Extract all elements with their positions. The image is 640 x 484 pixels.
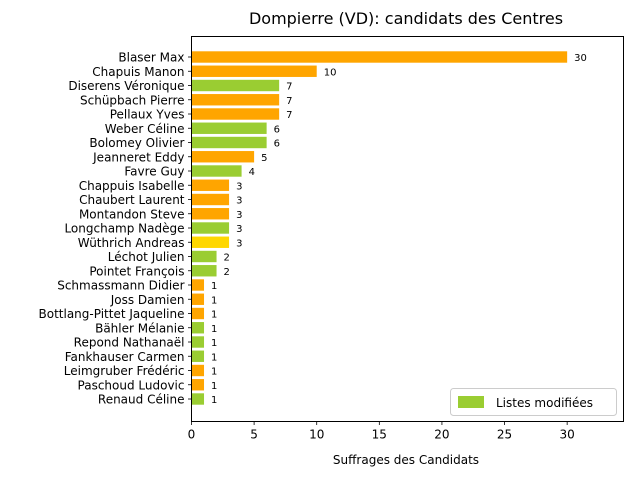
category-label: Léchot Julien [108, 250, 185, 264]
value-label: 5 [261, 153, 267, 164]
bar [191, 279, 205, 291]
value-label: 3 [236, 238, 242, 249]
bar [191, 222, 230, 234]
value-label: 4 [249, 167, 255, 178]
value-label: 2 [224, 267, 230, 278]
chart-title: Dompierre (VD): candidats des Centres [249, 9, 563, 28]
category-label: Jeanneret Eddy [92, 150, 184, 164]
value-label: 2 [224, 253, 230, 264]
value-label: 3 [236, 210, 242, 221]
category-label: Bähler Mélanie [95, 321, 184, 335]
x-tick-label: 25 [497, 428, 512, 442]
category-label: Bolomey Olivier [89, 136, 184, 150]
bar [191, 193, 230, 206]
value-label: 6 [274, 124, 280, 135]
category-label: Bottlang-Pittet Jaqueline [39, 307, 185, 321]
value-label: 1 [211, 381, 217, 392]
bar [191, 136, 267, 149]
category-label: Leimgruber Frédéric [64, 364, 185, 378]
category-label: Paschoud Ludovic [78, 378, 185, 392]
bar [191, 79, 280, 92]
x-tick-label: 20 [434, 428, 449, 442]
value-label: 1 [211, 367, 217, 378]
bar [191, 293, 205, 305]
category-label: Pointet François [89, 264, 184, 278]
category-label: Blaser Max [118, 51, 184, 65]
value-label: 10 [324, 67, 337, 78]
value-label: 1 [211, 338, 217, 349]
value-label: 1 [211, 352, 217, 363]
bar [191, 250, 217, 263]
category-label: Fankhauser Carmen [65, 350, 185, 364]
value-label: 1 [211, 324, 217, 335]
category-label: Wüthrich Andreas [78, 236, 185, 250]
bar [191, 65, 317, 77]
value-label: 1 [211, 395, 217, 406]
bar [191, 122, 267, 134]
category-label: Joss Damien [110, 293, 185, 307]
legend-label: Listes modifiées [496, 396, 593, 410]
value-label: 1 [211, 281, 217, 292]
category-label: Diserens Véronique [68, 79, 184, 93]
x-tick-label: 30 [560, 428, 575, 442]
bar [191, 151, 255, 163]
value-label: 1 [211, 295, 217, 306]
x-tick-label: 5 [250, 428, 258, 442]
category-label: Schüpbach Pierre [80, 93, 185, 107]
x-axis-group: 0 5 10 15 20 25 30 [188, 421, 575, 442]
value-label: 7 [286, 96, 292, 107]
value-label: 3 [236, 181, 242, 192]
legend: Listes modifiées [450, 388, 617, 416]
bar [191, 307, 205, 320]
legend-swatch [458, 396, 484, 408]
x-axis-label: Suffrages des Candidats [333, 453, 479, 467]
value-label: 3 [236, 224, 242, 235]
value-label: 7 [286, 82, 292, 93]
bar [191, 208, 230, 220]
value-label: 1 [211, 310, 217, 321]
bar [191, 108, 280, 120]
value-label: 30 [574, 53, 587, 64]
plot-frame [191, 36, 624, 422]
bar [191, 393, 205, 405]
category-label: Pellaux Yves [110, 108, 185, 122]
category-label: Montandon Steve [79, 207, 185, 221]
value-label: 3 [236, 196, 242, 207]
category-label: Chapuis Manon [92, 65, 184, 79]
x-tick-label: 15 [372, 428, 387, 442]
value-label: 7 [286, 110, 292, 121]
bar [191, 265, 217, 277]
category-label: Weber Céline [105, 122, 185, 136]
bar [191, 322, 205, 334]
bar [191, 379, 205, 391]
category-label: Favre Guy [124, 165, 184, 179]
bar [191, 236, 230, 248]
legend-frame [450, 388, 617, 416]
bar [191, 350, 205, 362]
bar [191, 179, 230, 191]
bar [191, 165, 242, 177]
category-label: Renaud Céline [98, 393, 185, 407]
x-tick-label: 10 [309, 428, 324, 442]
value-label: 6 [274, 139, 280, 150]
category-label: Chappuis Isabelle [79, 179, 185, 193]
category-label: Longchamp Nadège [64, 222, 184, 236]
bar [191, 51, 568, 63]
bar [191, 336, 205, 348]
x-tick-label: 0 [188, 428, 196, 442]
category-label: Chaubert Laurent [79, 193, 185, 207]
bars-group [191, 51, 568, 405]
bar [191, 364, 205, 377]
category-label: Schmassmann Didier [57, 279, 184, 293]
category-label: Repond Nathanaël [74, 336, 185, 350]
bar [191, 94, 280, 106]
